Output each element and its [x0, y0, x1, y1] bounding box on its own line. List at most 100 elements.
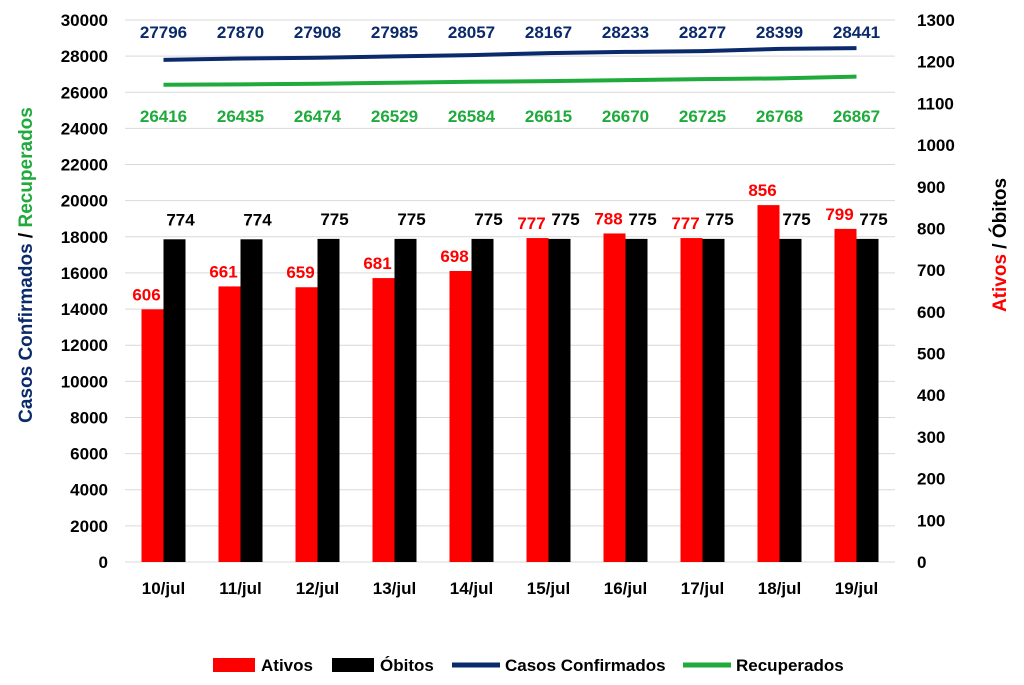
right-tick-label: 100: [917, 511, 945, 530]
legend-ativos-swatch: [213, 658, 255, 672]
legend-casos-label: Casos Confirmados: [505, 656, 666, 675]
right-tick-label: 400: [917, 386, 945, 405]
data-label-obitos: 775: [859, 210, 887, 229]
bar-ativos: [680, 238, 703, 562]
data-label-ativos: 856: [748, 181, 776, 200]
category-labels: 10/jul 11/jul 12/jul 13/jul 14/jul 15/jul 16/j…: [142, 579, 878, 598]
lines-group: [163, 46, 857, 87]
data-label-recuperados: 26615: [525, 107, 572, 126]
data-label-recuperados: 26474: [294, 107, 342, 126]
data-label-ativos: 661: [209, 262, 237, 281]
category-label: 17/jul: [681, 579, 724, 598]
bar-obitos: [548, 238, 571, 562]
right-tick-label: 900: [917, 178, 945, 197]
category-label: 11/jul: [219, 579, 262, 598]
bar-ativos: [218, 286, 241, 562]
category-label: 10/jul: [142, 579, 185, 598]
left-tick-label: 16000: [61, 264, 108, 283]
right-tick-label: 1300: [917, 11, 955, 30]
data-label-obitos: 775: [397, 210, 425, 229]
data-label-ativos: 659: [286, 263, 314, 282]
right-axis-title-ativos: Ativos: [990, 254, 1011, 312]
bar-obitos: [471, 238, 494, 562]
data-label-recuperados: 26584: [448, 107, 496, 126]
data-label-recuperados: 26670: [602, 107, 649, 126]
left-tick-label: 22000: [61, 156, 108, 175]
data-label-casos: 28441: [833, 23, 880, 42]
data-label-obitos: 774: [243, 210, 272, 229]
bar-obitos: [317, 238, 340, 562]
data-label-obitos: 775: [320, 210, 348, 229]
bar-ativos: [295, 287, 318, 562]
line-casos-confirmados: [163, 46, 857, 62]
data-label-ativos: 788: [594, 209, 622, 228]
data-label-casos: 28399: [756, 23, 803, 42]
data-label-obitos: 775: [705, 210, 733, 229]
data-label-recuperados: 26416: [140, 107, 187, 126]
left-tick-label: 2000: [70, 517, 108, 536]
bar-ativos: [372, 278, 395, 562]
left-tick-label: 28000: [61, 47, 108, 66]
bar-obitos: [163, 239, 186, 562]
category-label: 18/jul: [758, 579, 801, 598]
legend-ativos-label: Ativos: [261, 656, 313, 675]
data-label-obitos: 774: [166, 210, 195, 229]
legend-obitos-swatch: [332, 658, 374, 672]
data-label-casos: 27870: [217, 23, 264, 42]
bar-ativos: [603, 233, 626, 563]
category-label: 12/jul: [296, 579, 339, 598]
category-label: 16/jul: [604, 579, 647, 598]
bar-obitos: [779, 238, 802, 562]
legend: Ativos Óbitos Casos Confirmados Recupera…: [213, 656, 844, 675]
data-label-ativos: 799: [825, 205, 853, 224]
data-label-obitos: 775: [782, 210, 810, 229]
left-tick-label: 30000: [61, 11, 108, 30]
data-label-ativos: 606: [132, 285, 160, 304]
data-label-ativos: 698: [440, 247, 468, 266]
left-tick-label: 4000: [70, 481, 108, 500]
right-axis-title: Ativos / Óbitos: [989, 178, 1011, 312]
bar-ativos: [449, 270, 472, 562]
right-tick-label: 300: [917, 428, 945, 447]
left-axis-ticks: 0 2000 4000 6000 8000 10000 12000 14000 16000 180…: [61, 11, 108, 572]
left-tick-label: 8000: [70, 408, 108, 427]
right-tick-label: 500: [917, 345, 945, 364]
left-tick-label: 18000: [61, 228, 108, 247]
left-tick-label: 12000: [61, 336, 108, 355]
data-label-ativos: 681: [363, 254, 391, 273]
data-label-obitos: 775: [551, 210, 579, 229]
bars-group: [141, 205, 879, 563]
line-recuperados: [163, 74, 857, 87]
bar-obitos: [856, 238, 879, 562]
right-axis-title-sep: /: [990, 238, 1011, 254]
data-label-obitos: 775: [628, 210, 656, 229]
data-label-ativos: 777: [671, 214, 699, 233]
left-tick-label: 20000: [61, 192, 108, 211]
bar-ativos: [141, 309, 164, 562]
data-label-casos: 28057: [448, 23, 495, 42]
bar-ativos: [757, 205, 780, 563]
data-label-casos: 28233: [602, 23, 649, 42]
left-tick-label: 6000: [70, 445, 108, 464]
data-label-casos: 28277: [679, 23, 726, 42]
data-label-casos: 27985: [371, 23, 418, 42]
data-label-recuperados: 26435: [217, 107, 264, 126]
left-tick-label: 24000: [61, 119, 108, 138]
category-label: 15/jul: [527, 579, 570, 598]
left-tick-label: 0: [99, 553, 108, 572]
data-label-recuperados: 26529: [371, 107, 418, 126]
left-axis-title-casos: Casos Confirmados: [16, 243, 37, 422]
category-label: 19/jul: [835, 579, 878, 598]
legend-recuperados-label: Recuperados: [736, 656, 844, 675]
bar-obitos: [394, 238, 417, 562]
bar-obitos: [240, 239, 263, 562]
legend-obitos-label: Óbitos: [380, 656, 434, 675]
bar-ativos: [526, 238, 549, 562]
bar-obitos: [702, 238, 725, 562]
left-tick-label: 26000: [61, 83, 108, 102]
data-label-recuperados: 26867: [833, 107, 880, 126]
left-tick-label: 14000: [61, 300, 108, 319]
data-label-recuperados: 26768: [756, 107, 803, 126]
right-tick-label: 1000: [917, 136, 955, 155]
left-tick-label: 10000: [61, 372, 108, 391]
